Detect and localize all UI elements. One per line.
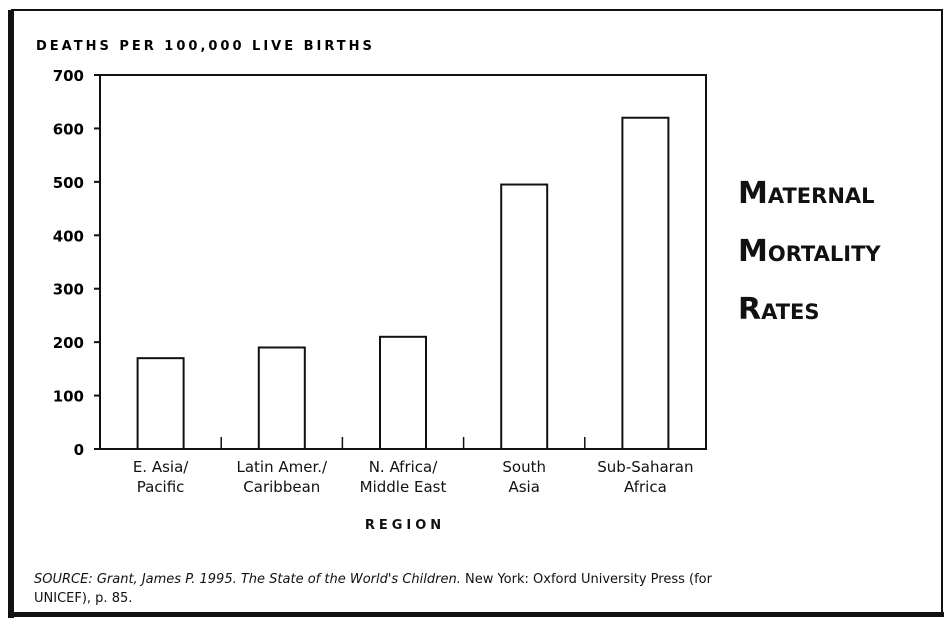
y-tick-label: 300 <box>53 281 84 299</box>
y-tick-label: 100 <box>53 388 84 406</box>
y-tick-label: 400 <box>53 227 84 245</box>
x-tick-label: Sub-Saharan Africa <box>597 458 694 496</box>
bar <box>500 183 549 450</box>
x-tick-label: E. Asia/ Pacific <box>132 458 189 496</box>
frame-bottom <box>12 612 944 617</box>
source-title: The State of the World's Children. <box>240 572 461 587</box>
x-tick-label: Latin Amer./ Caribbean <box>236 458 328 496</box>
x-axis-label: REGION <box>364 518 446 533</box>
source-text: SOURCE: Grant, James P. 1995. <box>34 572 241 587</box>
bar <box>621 116 670 450</box>
bar <box>136 357 185 450</box>
bar <box>257 346 306 450</box>
y-tick-label: 600 <box>53 120 84 138</box>
x-tick-label: N. Africa/ Middle East <box>359 458 447 496</box>
source: SOURCE: Grant, James P. 1995. The State … <box>34 570 734 608</box>
bar <box>379 335 427 450</box>
chart-title: Maternal Mortality Rates <box>738 176 881 327</box>
frame-left <box>8 10 14 618</box>
y-tick-label: 0 <box>74 441 84 459</box>
y-tick-label: 200 <box>53 334 84 352</box>
y-axis-label: DEATHS PER 100,000 LIVE BIRTHS <box>36 39 375 54</box>
y-tick-label: 700 <box>53 67 84 85</box>
source-text: New York: Oxford University Press (for U… <box>34 572 712 606</box>
y-tick-label: 500 <box>53 174 84 192</box>
x-tick-label: South Asia <box>502 458 546 496</box>
